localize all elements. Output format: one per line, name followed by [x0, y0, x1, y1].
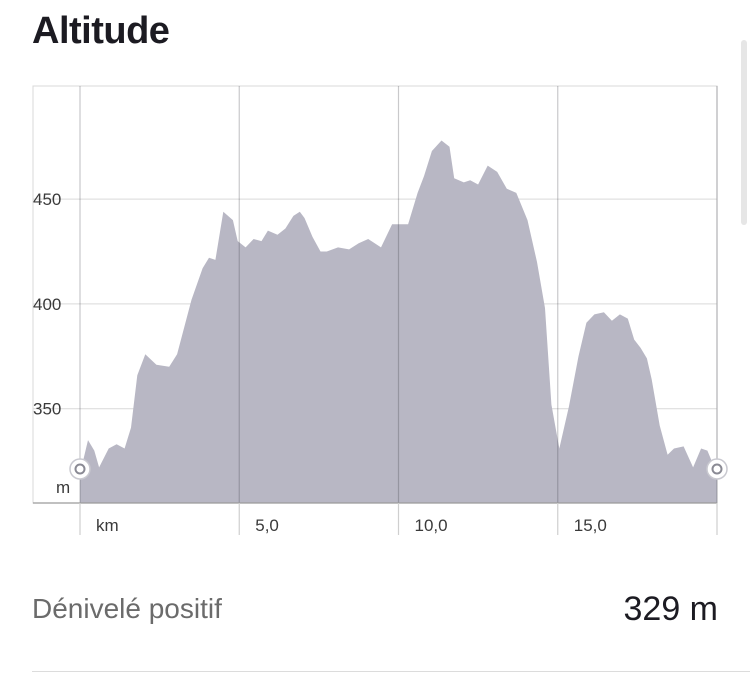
y-tick-label: 400 — [33, 295, 61, 314]
y-tick-label: 350 — [33, 400, 61, 419]
end-marker — [706, 458, 728, 480]
x-tick-label: 15,0 — [574, 516, 607, 535]
x-tick-label: 5,0 — [255, 516, 279, 535]
section-title: Altitude — [32, 10, 170, 52]
x-tick-label: 10,0 — [415, 516, 448, 535]
divider — [32, 671, 750, 672]
start-marker-dot — [74, 463, 86, 475]
y-unit-label: m — [56, 478, 70, 497]
x-ticks: 5,0 10,0 15,0 — [79, 503, 718, 535]
endpoints — [69, 458, 728, 480]
x-unit-label: km — [96, 516, 119, 535]
end-marker-dot — [711, 463, 723, 475]
vertical-grid — [79, 86, 718, 503]
elevation-gain-row: Dénivelé positif 329 m — [32, 586, 718, 632]
altitude-chart: 5,0 10,0 15,0 350 400 450 m km — [32, 85, 728, 535]
y-tick-labels: 350 400 450 — [33, 190, 61, 419]
y-tick-label: 450 — [33, 190, 61, 209]
start-marker — [69, 458, 91, 480]
elevation-gain-label: Dénivelé positif — [32, 593, 222, 624]
scrollbar[interactable] — [741, 40, 747, 225]
elevation-gain-value: 329 m — [623, 589, 719, 628]
altitude-area — [80, 140, 717, 503]
